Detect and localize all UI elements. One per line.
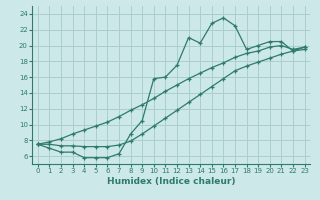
X-axis label: Humidex (Indice chaleur): Humidex (Indice chaleur) xyxy=(107,177,236,186)
